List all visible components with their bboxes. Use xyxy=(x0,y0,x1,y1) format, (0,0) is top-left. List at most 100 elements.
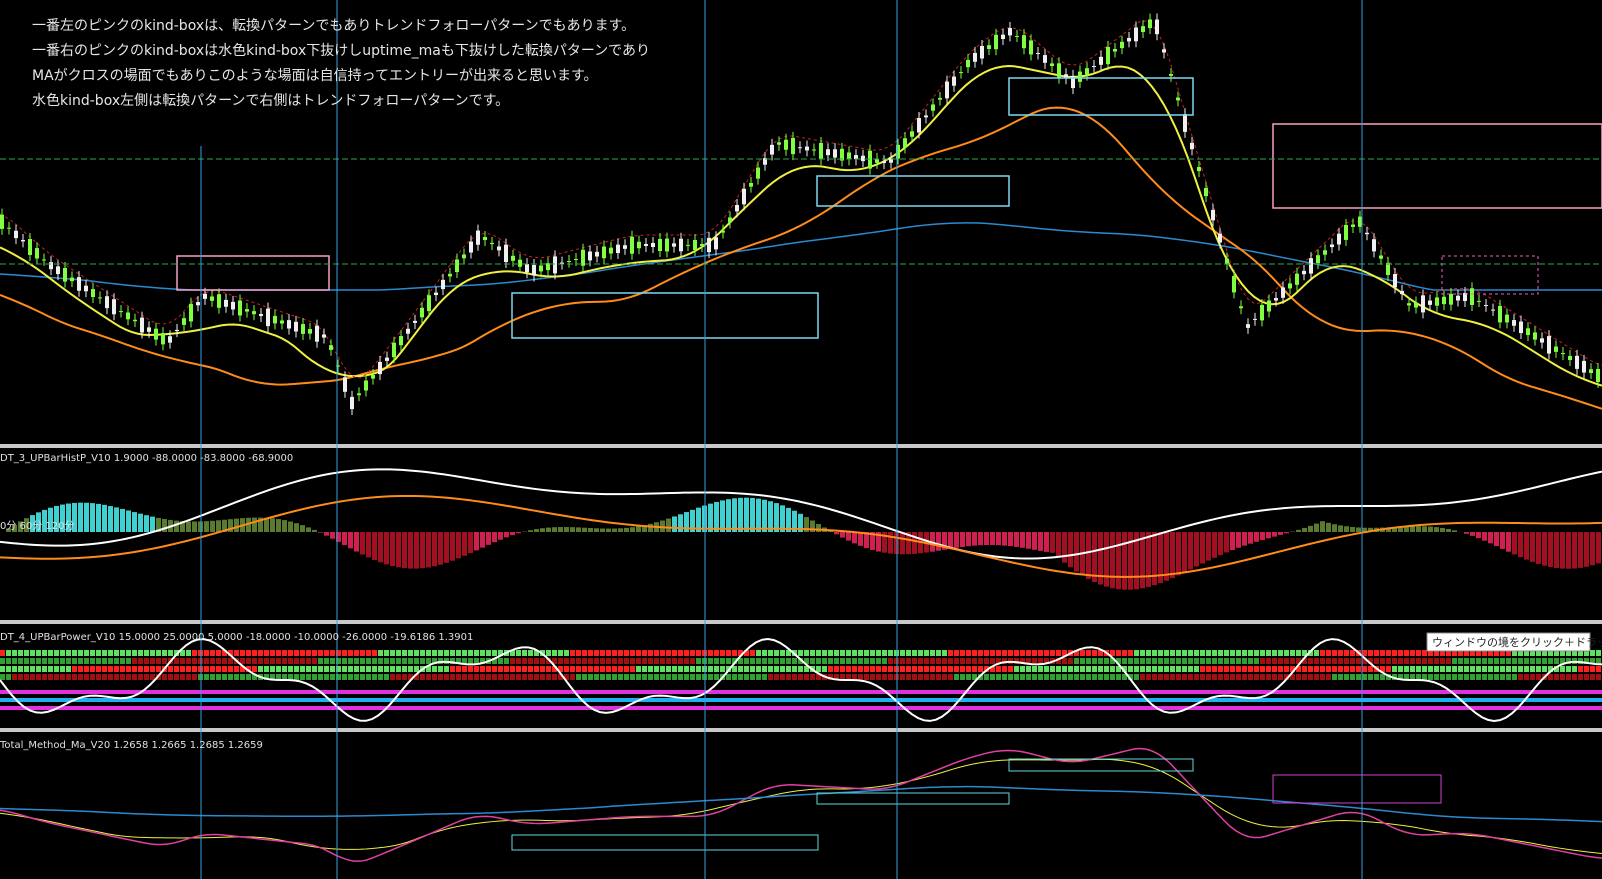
power-cell xyxy=(324,666,329,672)
power-cell xyxy=(1080,666,1085,672)
histogram-bar xyxy=(678,514,683,532)
power-cell xyxy=(90,674,95,680)
candle-body xyxy=(1050,63,1054,67)
annotation: 一番右のピンクのkind-boxは水色kind-box下抜けしuptime_ma… xyxy=(32,42,650,59)
power-cell xyxy=(1200,674,1205,680)
power-cell xyxy=(942,674,947,680)
power-cell xyxy=(756,666,761,672)
power-cell xyxy=(1116,650,1121,656)
candle-body xyxy=(973,52,977,62)
power-cell xyxy=(342,666,347,672)
power-cell xyxy=(690,674,695,680)
power-cell xyxy=(6,674,11,680)
candle-body xyxy=(616,244,620,254)
chart-drawings xyxy=(0,13,1602,862)
power-cell xyxy=(240,666,245,672)
histogram-bar xyxy=(1068,532,1073,568)
histogram-bar xyxy=(1248,532,1253,544)
power-cell xyxy=(30,658,35,664)
power-cell xyxy=(1368,674,1373,680)
power-cell xyxy=(1098,666,1103,672)
power-cell xyxy=(378,658,383,664)
candle-body xyxy=(364,380,368,391)
power-cell xyxy=(1218,650,1223,656)
histogram-bar xyxy=(1566,532,1571,569)
candle-body xyxy=(1512,320,1516,326)
candle-body xyxy=(1134,27,1138,42)
annotation: MAがクロスの場面でもありこのような場面は自信持ってエントリーが出来ると思います… xyxy=(32,68,598,84)
histogram-bar xyxy=(516,532,521,534)
power-cell xyxy=(1530,650,1535,656)
power-cell xyxy=(180,674,185,680)
power-cell xyxy=(1596,650,1601,656)
histogram-bar xyxy=(378,532,383,563)
histogram-bar xyxy=(1344,526,1349,532)
power-cell xyxy=(306,666,311,672)
power-cell xyxy=(300,666,305,672)
power-cell xyxy=(468,674,473,680)
power-cell xyxy=(60,658,65,664)
power-cell xyxy=(876,674,881,680)
power-cell xyxy=(408,658,413,664)
power-cell xyxy=(438,650,443,656)
kind-box xyxy=(1272,123,1602,209)
histogram-bar xyxy=(1104,532,1109,587)
power-cell xyxy=(588,658,593,664)
power-cell xyxy=(846,650,851,656)
candle-body xyxy=(280,320,284,324)
power-cell xyxy=(1422,666,1427,672)
power-cell xyxy=(1224,666,1229,672)
panel-separator[interactable] xyxy=(0,620,1602,624)
candle-body xyxy=(1407,303,1411,306)
power-cell xyxy=(384,674,389,680)
candle-body xyxy=(644,243,648,247)
panel-separator[interactable] xyxy=(0,444,1602,448)
power-cell xyxy=(858,666,863,672)
power-cell xyxy=(606,666,611,672)
candle-body xyxy=(70,277,74,282)
candle-body xyxy=(623,245,627,249)
power-cell xyxy=(144,650,149,656)
power-cell xyxy=(426,666,431,672)
histogram-bar xyxy=(60,504,65,532)
power-cell xyxy=(1074,674,1079,680)
histogram-bar xyxy=(348,532,353,549)
power-cell xyxy=(336,658,341,664)
power-cell xyxy=(1260,658,1265,664)
histogram-bar xyxy=(978,532,983,546)
power-cell xyxy=(1314,666,1319,672)
power-cell xyxy=(732,674,737,680)
histogram-bar xyxy=(270,518,275,532)
power-cell xyxy=(1176,658,1181,664)
power-cell xyxy=(1512,674,1517,680)
power-cell xyxy=(60,674,65,680)
power-cell xyxy=(720,650,725,656)
power-cell xyxy=(1548,658,1553,664)
power-cell xyxy=(78,666,83,672)
panel-separator[interactable] xyxy=(0,728,1602,732)
power-cell xyxy=(954,658,959,664)
power-cell xyxy=(1194,666,1199,672)
power-cell xyxy=(360,666,365,672)
candle-body xyxy=(1337,233,1341,245)
power-cell xyxy=(936,658,941,664)
power-cell xyxy=(846,674,851,680)
histogram-bar xyxy=(810,520,815,532)
candle-body xyxy=(931,104,935,111)
power-cell xyxy=(1302,674,1307,680)
power-cell xyxy=(570,658,575,664)
candle-body xyxy=(1547,336,1551,354)
power-cell xyxy=(1392,650,1397,656)
power-cell xyxy=(1212,650,1217,656)
candle-body xyxy=(1582,360,1586,373)
power-cell xyxy=(1380,658,1385,664)
power-cell xyxy=(1494,666,1499,672)
power-cell xyxy=(636,666,641,672)
power-cell xyxy=(816,658,821,664)
power-cell xyxy=(732,666,737,672)
power-cell xyxy=(762,658,767,664)
power-cell xyxy=(1104,674,1109,680)
histogram-bar xyxy=(1332,524,1337,532)
power-cell xyxy=(1200,650,1205,656)
power-cell xyxy=(1134,674,1139,680)
